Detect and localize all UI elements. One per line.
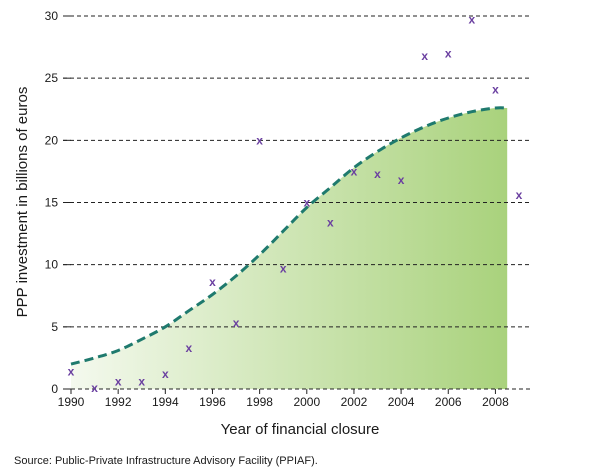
x-tick-label: 1994 bbox=[152, 395, 179, 409]
y-axis-ticks: 0 5 10 15 20 25 30 bbox=[45, 9, 71, 396]
x-axis-title: Year of financial closure bbox=[221, 421, 380, 438]
y-tick-label: 5 bbox=[51, 320, 58, 334]
x-axis-ticks: 1990 1992 1994 1996 1998 2000 2002 2004 2006 2008 bbox=[58, 389, 509, 409]
x-tick-label: 1992 bbox=[105, 395, 132, 409]
y-tick-label: 0 bbox=[51, 382, 58, 396]
x-tick-label: 2006 bbox=[435, 395, 462, 409]
data-point: x bbox=[374, 167, 381, 181]
trend-area bbox=[71, 107, 508, 389]
x-tick-label: 1998 bbox=[246, 395, 273, 409]
source-note: Source: Public-Private Infrastructure Ad… bbox=[14, 455, 318, 467]
data-point: x bbox=[280, 261, 287, 275]
y-tick-label: 15 bbox=[45, 196, 59, 210]
data-points: x x x x x x x x x x x x x x x x x x x x bbox=[68, 13, 523, 395]
data-point: x bbox=[351, 164, 358, 178]
gridlines bbox=[63, 15, 530, 328]
data-point: x bbox=[303, 196, 310, 210]
x-tick-label: 2004 bbox=[388, 395, 415, 409]
x-tick-label: 2008 bbox=[482, 395, 509, 409]
data-point: x bbox=[91, 381, 98, 395]
trend-line bbox=[70, 106, 508, 366]
data-point: x bbox=[256, 133, 263, 147]
data-point: x bbox=[186, 341, 193, 355]
data-point: x bbox=[516, 188, 523, 202]
x-tick-label: 1996 bbox=[199, 395, 226, 409]
data-point: x bbox=[138, 375, 145, 389]
data-point: x bbox=[468, 13, 475, 27]
x-tick-label: 1990 bbox=[58, 395, 85, 409]
x-tick-label: 2000 bbox=[293, 395, 320, 409]
data-point: x bbox=[233, 316, 240, 330]
y-axis-title: PPP investment in billions of euros bbox=[14, 87, 31, 318]
data-point: x bbox=[209, 275, 216, 289]
y-tick-label: 10 bbox=[45, 258, 59, 272]
y-tick-label: 25 bbox=[45, 71, 59, 85]
data-point: x bbox=[398, 173, 405, 187]
x-tick-label: 2002 bbox=[341, 395, 368, 409]
data-point: x bbox=[162, 367, 169, 381]
data-point: x bbox=[115, 375, 122, 389]
data-point: x bbox=[421, 49, 428, 63]
data-point: x bbox=[445, 46, 452, 60]
data-point: x bbox=[492, 82, 499, 96]
data-point: x bbox=[327, 215, 334, 229]
y-tick-label: 20 bbox=[45, 133, 59, 147]
data-point: x bbox=[68, 365, 75, 379]
y-tick-label: 30 bbox=[45, 9, 59, 23]
